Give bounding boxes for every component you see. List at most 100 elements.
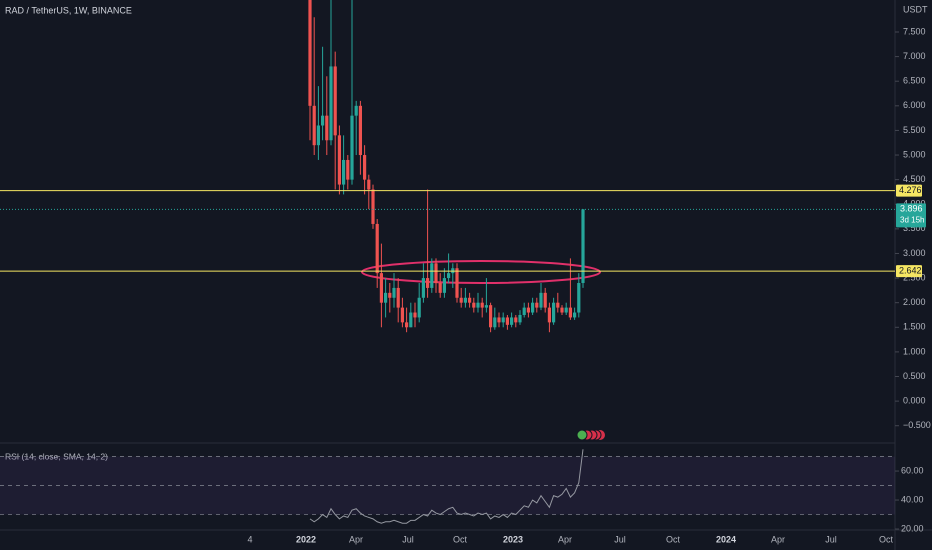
level-label-bg	[896, 265, 922, 278]
price-pane	[308, 0, 585, 333]
candle-body	[312, 105, 316, 146]
currency: USDT	[903, 4, 928, 14]
candle-body	[501, 317, 505, 323]
candle-body	[325, 115, 329, 141]
last-price-bg	[896, 203, 926, 228]
candle-body	[371, 189, 375, 224]
countdown: 3d 15h	[900, 215, 924, 224]
y-tick-label: 0.500	[903, 371, 926, 381]
candle-body	[434, 263, 438, 283]
candle-body	[556, 302, 560, 308]
x-tick-label: Jul	[614, 534, 626, 544]
candle-body	[333, 66, 337, 136]
y-tick-label: 3.500	[903, 223, 926, 233]
y-tick-label: 5.500	[903, 125, 926, 135]
candle-body	[573, 312, 577, 318]
candle-body	[547, 307, 551, 323]
candle-body	[522, 307, 526, 315]
candle-body	[375, 223, 379, 274]
x-tick-label: Jul	[402, 534, 414, 544]
level-label-bg	[896, 184, 922, 197]
candle-body	[480, 302, 484, 308]
candle-body	[531, 302, 535, 313]
x-tick-label: Jul	[825, 534, 837, 544]
candle-body	[510, 317, 514, 325]
candle-body	[455, 268, 459, 298]
rsi-tick-label: 20.00	[901, 523, 924, 533]
candle-body	[560, 307, 564, 313]
candle-body	[535, 302, 539, 308]
y-tick-label: 1.500	[903, 322, 926, 332]
candle-body	[564, 307, 568, 313]
x-tick-label: Apr	[349, 534, 363, 544]
rsi-line	[309, 449, 584, 524]
y-tick-label: 2.500	[903, 272, 926, 282]
candle-body	[379, 273, 383, 303]
x-tick-label: 2024	[716, 534, 736, 544]
candle-body	[426, 278, 430, 288]
y-tick-label: 1.000	[903, 346, 926, 356]
candle-body	[405, 322, 409, 328]
candle-body	[447, 273, 451, 279]
candle-body	[396, 287, 400, 308]
candle-body	[552, 302, 556, 323]
candle-body	[337, 135, 341, 185]
annotation-ellipse	[361, 260, 601, 284]
level-label: 2.642	[899, 265, 922, 275]
y-tick-label: 6.000	[903, 100, 926, 110]
y-tick-label: 2.000	[903, 297, 926, 307]
y-tick-label: 0.000	[903, 395, 926, 405]
candle-body	[459, 297, 463, 303]
candle-body	[526, 307, 530, 313]
rsi-tick-label: 60.00	[901, 465, 924, 475]
candle-body	[430, 263, 434, 288]
candle-body	[543, 292, 547, 308]
candle-body	[568, 307, 572, 318]
candle-body	[342, 159, 346, 185]
candle-body	[363, 155, 367, 180]
y-tick-label: −0.500	[903, 420, 931, 430]
x-tick-label: 2022	[296, 534, 316, 544]
y-tick-label: 7.500	[903, 26, 926, 36]
candle-body	[468, 297, 472, 303]
candle-body	[493, 317, 497, 328]
candle-body	[514, 317, 518, 323]
last-price-label: 3.896	[900, 204, 923, 214]
x-tick-label: 4	[247, 534, 252, 544]
candle-body	[388, 292, 392, 298]
candle-body	[581, 209, 585, 283]
candle-body	[489, 305, 493, 328]
candle-body	[472, 302, 476, 308]
candle-body	[476, 302, 480, 308]
chart-title: RAD / TetherUS, 1W, BINANCE	[5, 5, 132, 15]
candle-body	[400, 307, 404, 323]
y-tick-label: 6.500	[903, 76, 926, 86]
rsi-tick-label: 40.00	[901, 494, 924, 504]
candle-body	[354, 105, 358, 116]
y-tick-label: 7.000	[903, 51, 926, 61]
x-tick-label: 2023	[503, 534, 523, 544]
candle-body	[484, 305, 488, 308]
x-tick-label: Oct	[879, 534, 894, 544]
candle-body	[329, 66, 333, 141]
candle-body	[321, 115, 325, 126]
x-tick-label: Apr	[558, 534, 572, 544]
y-tick-label: 5.000	[903, 149, 926, 159]
candle-body	[463, 297, 467, 303]
x-tick-label: Oct	[453, 534, 468, 544]
candle-body	[384, 292, 388, 303]
level-label: 4.276	[899, 185, 922, 195]
candle-body	[417, 297, 421, 318]
candle-body	[438, 282, 442, 293]
event-markers	[576, 429, 605, 441]
candle-body	[505, 317, 509, 325]
candle-body	[316, 125, 320, 146]
x-tick-label: Oct	[666, 534, 681, 544]
candle-body	[518, 314, 522, 323]
candle-body	[358, 105, 362, 156]
candle-body	[413, 312, 417, 318]
y-tick-label: 4.500	[903, 174, 926, 184]
candle-body	[497, 317, 501, 323]
candle-body	[350, 115, 354, 180]
